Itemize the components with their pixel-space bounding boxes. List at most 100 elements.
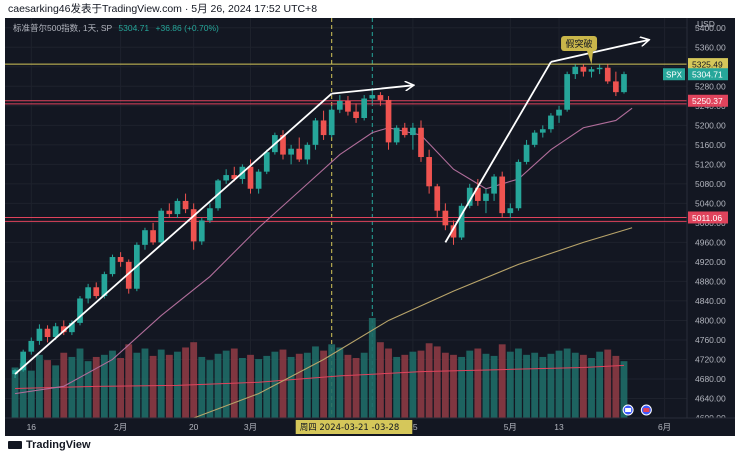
candle-body [182,200,189,210]
candle-body [572,66,579,75]
candle-body [621,74,627,93]
callout-pointer [587,51,594,65]
volume-bar [182,347,189,418]
event-flag-stripe [643,408,650,412]
event-flag-icon [640,404,652,416]
volume-ma-line [15,364,625,390]
y-tick-label: 4920.00 [695,257,726,267]
volume-bar [596,351,604,418]
volume-bar [84,361,92,418]
volume-bar [360,352,368,418]
volume-bar [344,354,352,418]
y-tick-label: 5360.00 [695,42,726,52]
range-label: 周四 2024-03-21 -03-28 [300,423,400,433]
volume-bar [466,350,474,418]
candle-body [52,326,59,338]
candle-body [198,220,205,242]
volume-bar [149,355,157,418]
x-tick-label: 3月 [244,422,257,432]
ma-long-line [193,227,633,419]
candle-body [385,99,392,143]
change-value: +36.86 (+0.70%) [155,23,219,33]
volume-bar [19,363,27,418]
y-tick-label: 4800.00 [695,315,726,325]
candle-body [190,209,197,242]
volume-bar [52,365,60,418]
candle-body [20,351,27,371]
last-value: 5304.71 [118,23,150,33]
candle-body [442,210,449,226]
volume-bar [425,343,433,418]
candle-body [523,144,530,162]
volume-bar [588,358,595,418]
tradingview-logo[interactable]: TradingView [8,439,91,451]
candle-body [353,111,359,118]
y-tick-label: 5080.00 [695,179,726,189]
x-tick-label: 6月 [658,422,671,432]
y-tick-label: 4840.00 [695,296,726,306]
volume-bar [125,344,133,418]
symbol-tag: SPX [666,71,683,80]
volume-bar [312,346,319,418]
volume-bar [620,361,628,418]
candle-body [564,74,570,110]
volume-bar [531,352,539,418]
candle-body [247,166,254,189]
price-label: 5011.06 [692,213,722,223]
symbol-tag-box [663,68,685,81]
candle-body [596,67,603,70]
candle-body [12,370,18,375]
volume-bar [571,352,579,418]
callout-box [561,36,598,51]
volume-bar [612,355,620,418]
y-tick-label: 5040.00 [695,198,726,208]
chart-panel[interactable]: 假突破USD4600.004640.004680.004720.004760.0… [5,18,735,436]
volume-bar [27,370,35,418]
volume-bar [255,359,263,418]
volume-bar [295,353,303,418]
event-flag-stripe [625,408,632,412]
volume-bar [409,351,417,418]
volume-bar [336,347,344,418]
y-tick-label: 4760.00 [695,335,726,345]
candle-body [345,100,351,112]
candle-body [507,208,514,214]
volume-bar [238,358,246,418]
candle-body [613,81,619,93]
candle-body [77,298,83,323]
y-tick-label: 4680.00 [695,374,726,384]
y-tick-label: 4960.00 [695,237,726,247]
candlestick-chart[interactable]: 假突破USD4600.004640.004680.004720.004760.0… [5,18,735,436]
x-tick-label: 15 [408,422,418,432]
candle-body [44,328,51,338]
volume-bar [368,318,376,418]
volume-bar [441,352,449,418]
volume-bar [401,354,409,418]
candle-body [85,287,91,299]
candle-body [28,340,35,352]
candle-body [426,157,432,187]
price-label-box [688,211,728,224]
candle-body [499,176,506,214]
volume-bar [482,353,490,418]
footer-bar: TradingView [0,436,740,457]
volume-bar [60,352,68,418]
volume-bar [206,360,214,418]
volume-bar [11,367,19,418]
volume-bar [563,348,571,418]
candle-body [142,230,148,245]
annotation-text: 假突破 [566,38,593,50]
trend-line [444,61,552,243]
symbol-name: 标准普尔500指数, 1天, SP [13,23,113,33]
candle-body [288,148,294,155]
candle-body [410,127,416,136]
volume-bar [190,342,198,418]
candle-body [255,171,262,189]
volume-bar [247,354,254,418]
volume-bar [117,358,125,418]
volume-bar [433,346,441,418]
volume-bar [393,356,401,418]
volume-bar [157,349,165,418]
volume-bar [76,348,84,418]
candle-body [36,328,43,341]
